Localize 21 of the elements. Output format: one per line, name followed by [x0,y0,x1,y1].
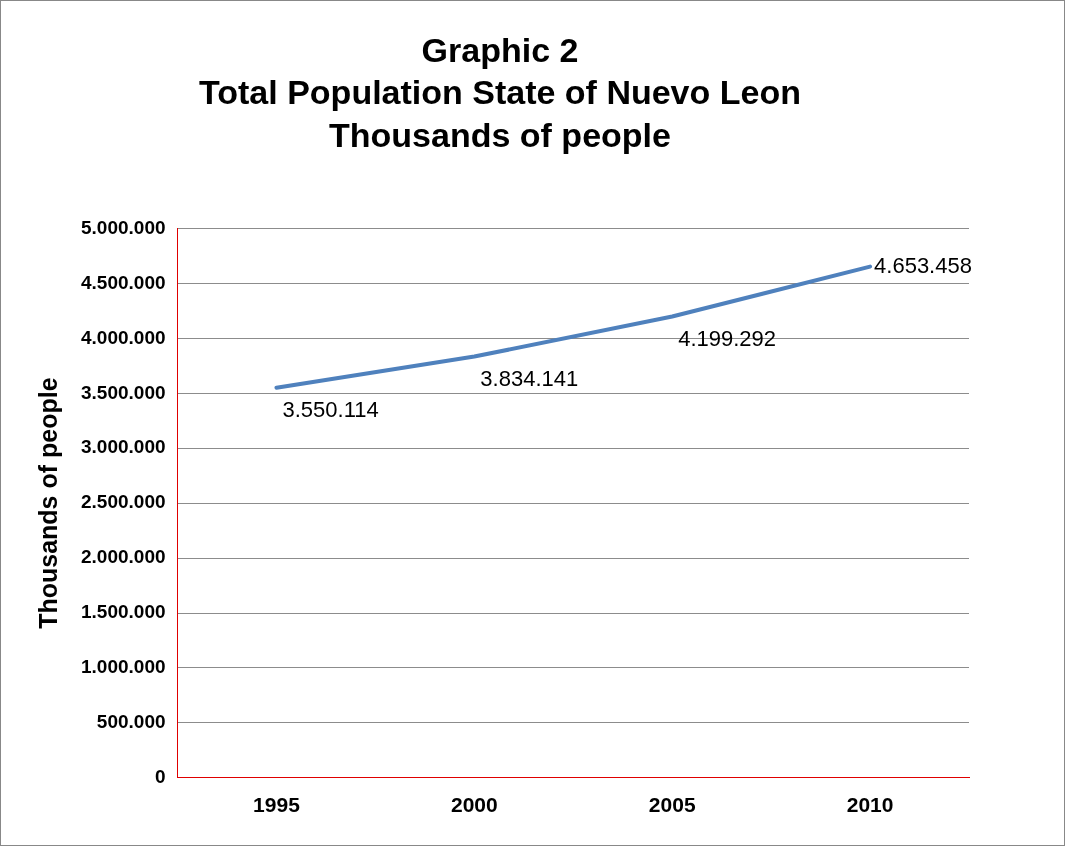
y-tick-label: 1.000.000 [80,656,166,678]
y-tick-label: 5.000.000 [80,216,166,238]
y-tick-label: 500.000 [96,711,166,733]
y-tick-label: 3.500.000 [80,381,166,403]
text: 3.550.114 [282,396,379,422]
text: 4.199.292 [678,325,777,351]
chart-title: Graphic 2 Total Population State of Nuevo Leon Thousands of people [199,30,801,154]
x-tick-label: 2005 [648,793,696,817]
y-tick-label: 1.500.000 [80,601,166,623]
y-tick-label: 4.500.000 [80,271,166,293]
y-tick-label: 2.000.000 [80,546,166,568]
x-tick-label: 2010 [846,793,894,817]
y-tick-label: 0 [154,766,166,788]
text: 3.834.141 [480,365,579,391]
x-tick-label: 1995 [253,793,301,817]
y-tick-label: 3.000.000 [80,436,166,458]
y-axis-title: Thousands of people [33,377,62,629]
y-tick-label: 2.500.000 [80,491,166,513]
x-tick-label: 2000 [450,793,498,817]
y-tick-label: 4.000.000 [80,326,166,348]
text: 4.653.458 [874,252,972,278]
